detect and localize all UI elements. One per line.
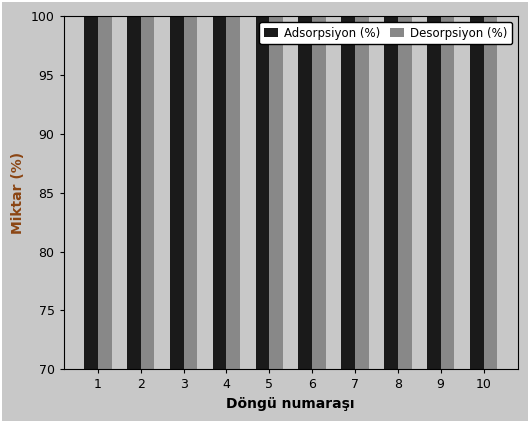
Bar — [269, 0, 283, 369]
Legend: Adsorpsiyon (%), Desorpsiyon (%): Adsorpsiyon (%), Desorpsiyon (%) — [259, 22, 512, 44]
Bar — [355, 0, 369, 369]
Bar — [341, 0, 355, 369]
Bar — [184, 0, 197, 369]
Bar — [470, 0, 484, 369]
Bar — [384, 0, 398, 369]
Bar — [298, 0, 312, 369]
X-axis label: Döngü numaraşı: Döngü numaraşı — [226, 397, 355, 411]
Bar — [427, 0, 441, 369]
Bar — [170, 0, 184, 369]
Bar — [127, 0, 141, 369]
Bar — [312, 0, 326, 369]
Y-axis label: Miktar (%): Miktar (%) — [11, 151, 25, 234]
Bar — [441, 0, 454, 369]
Bar — [141, 0, 154, 369]
Bar — [256, 0, 269, 369]
Bar — [226, 0, 240, 369]
Bar — [213, 0, 226, 369]
Bar — [98, 0, 112, 369]
Bar — [484, 0, 497, 369]
Bar — [398, 0, 412, 369]
Bar — [84, 0, 98, 369]
